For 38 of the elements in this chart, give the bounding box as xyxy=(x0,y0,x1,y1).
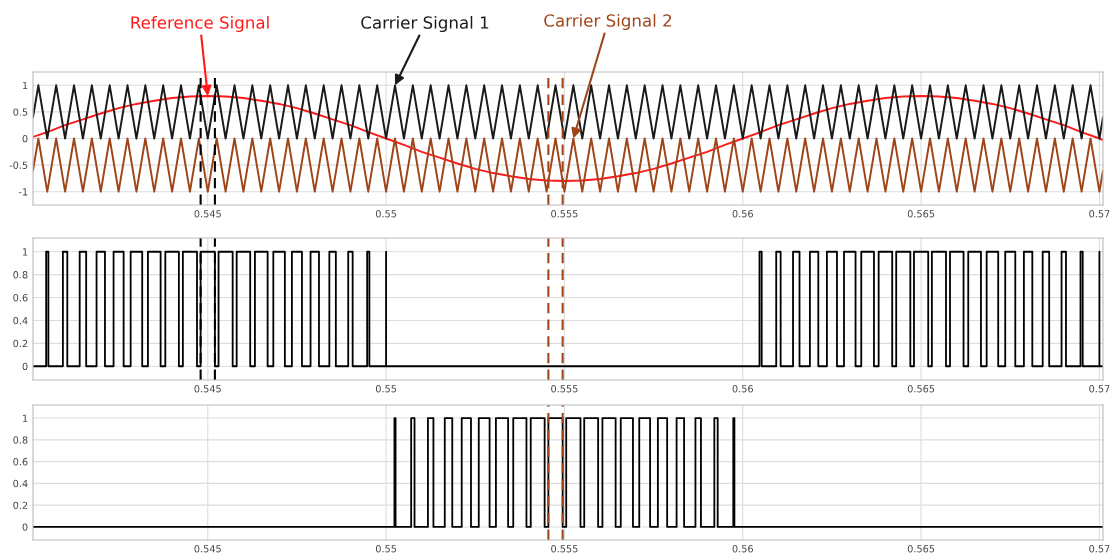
x-tick-label: 0.56 xyxy=(732,210,753,218)
annotation: Carrier Signal 1 xyxy=(361,15,489,33)
x-tick-label: 0.545 xyxy=(194,210,221,218)
y-tick-label: -0.5 xyxy=(9,161,28,169)
y-tick-label: 0.8 xyxy=(13,436,28,444)
x-tick-label: 0.565 xyxy=(907,385,935,393)
x-tick-label: 0.555 xyxy=(551,210,578,218)
y-tick-label: 0.4 xyxy=(13,316,28,325)
x-tick-label: 0.56 xyxy=(732,545,753,553)
x-tick-label: 0.565 xyxy=(907,210,935,218)
x-tick-label: 0.555 xyxy=(551,385,578,393)
y-tick-label: 0 xyxy=(22,523,28,531)
y-tick-label: -1 xyxy=(18,188,28,196)
y-tick-label: 0.4 xyxy=(13,479,28,488)
x-tick-label: 0.55 xyxy=(375,545,397,553)
y-tick-label: 0.8 xyxy=(13,271,28,279)
x-tick-label: 0.56 xyxy=(732,385,753,393)
y-tick-label: 0 xyxy=(22,134,28,143)
y-tick-label: 1 xyxy=(23,414,28,422)
x-tick-label: 0.545 xyxy=(194,385,221,393)
x-tick-label: 0.57 xyxy=(1089,210,1110,218)
y-tick-label: 0.2 xyxy=(13,501,28,509)
annotation: Reference Signal xyxy=(131,15,269,33)
y-tick-label: 0 xyxy=(22,362,28,371)
x-tick-label: 0.55 xyxy=(375,385,397,393)
x-tick-label: 0.57 xyxy=(1089,545,1110,553)
y-tick-label: 1 xyxy=(23,248,28,256)
x-tick-label: 0.565 xyxy=(907,545,935,553)
y-tick-label: 0.2 xyxy=(13,339,28,348)
x-tick-label: 0.545 xyxy=(194,545,221,553)
x-tick-label: 0.55 xyxy=(375,210,397,218)
x-tick-label: 0.555 xyxy=(551,545,578,553)
annotation: Carrier Signal 2 xyxy=(544,13,672,31)
y-tick-label: 0.6 xyxy=(13,458,28,466)
y-tick-label: 0.6 xyxy=(13,294,28,302)
y-tick-label: 0.5 xyxy=(13,108,28,116)
x-tick-label: 0.57 xyxy=(1089,385,1110,393)
y-tick-label: 1 xyxy=(23,81,28,89)
